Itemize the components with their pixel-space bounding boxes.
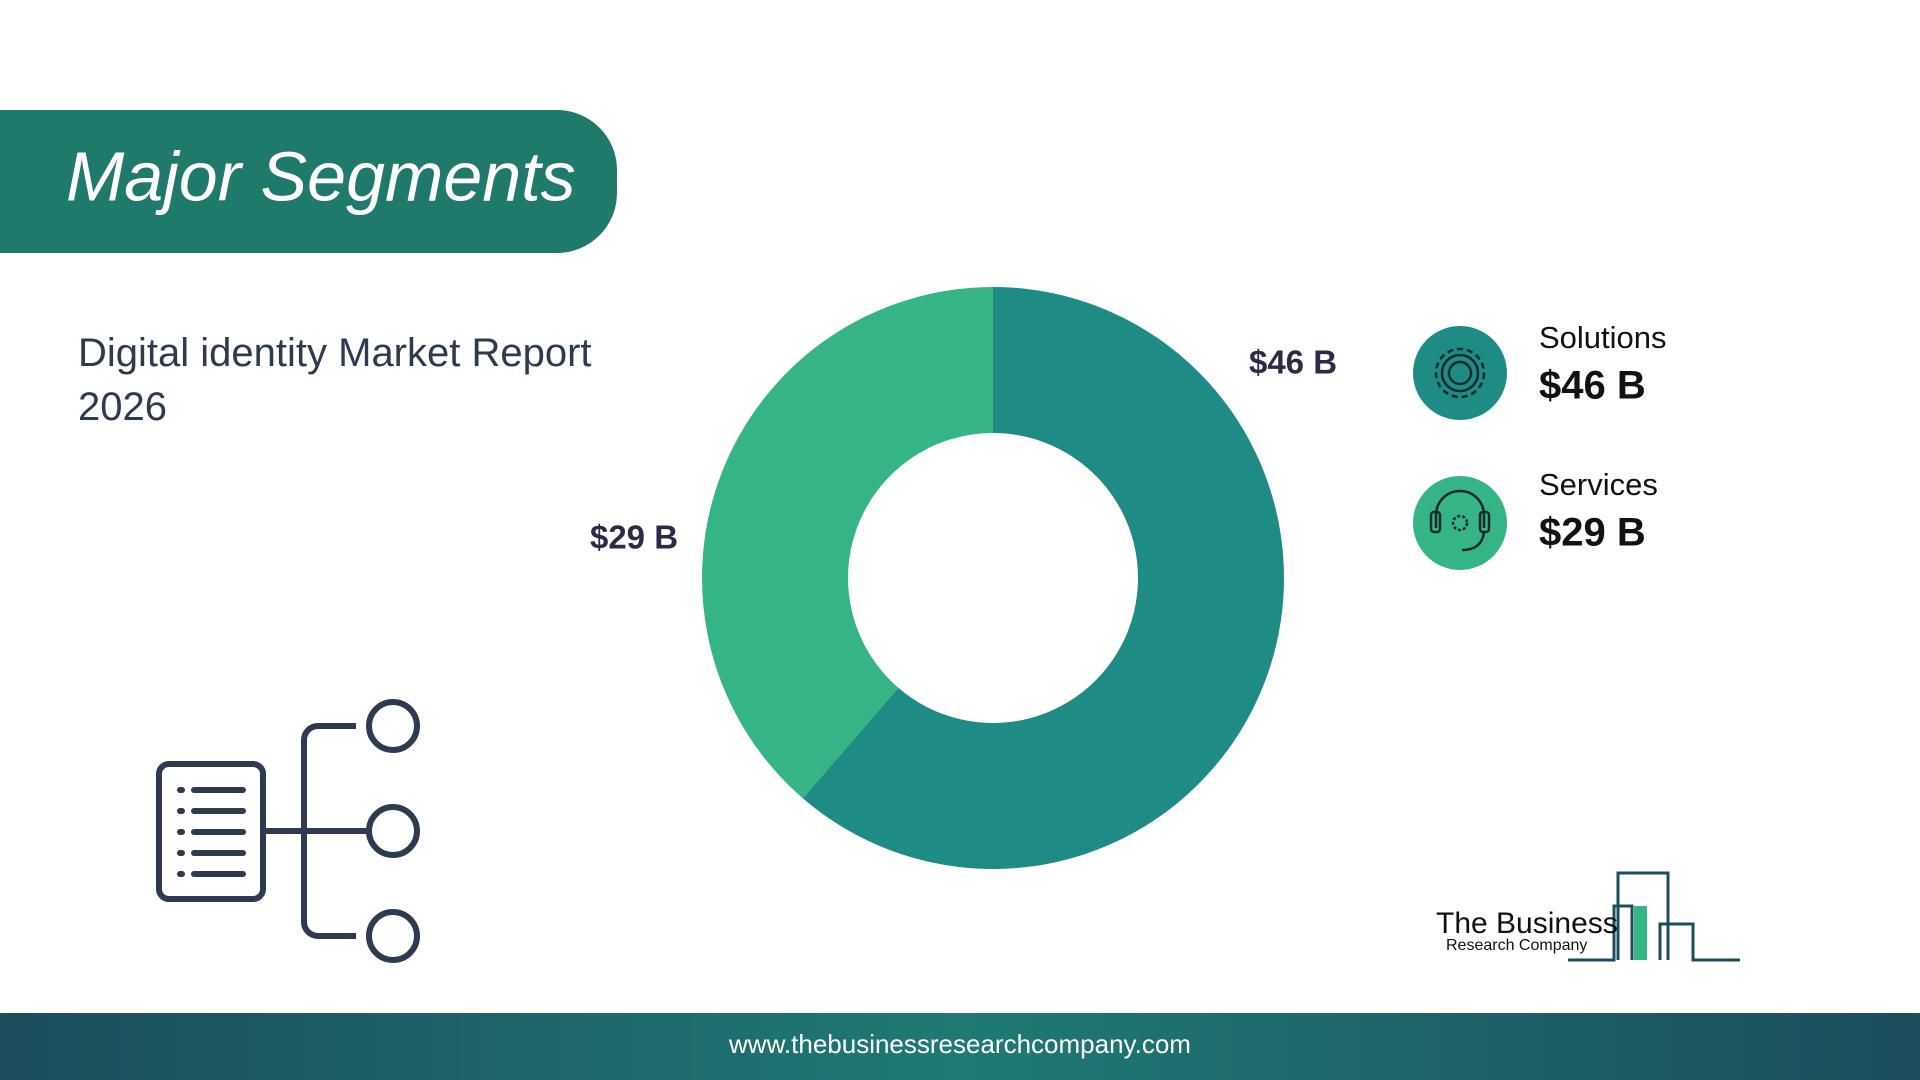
logo: The Business Research Company — [1436, 871, 1740, 962]
footer — [0, 1013, 1920, 1080]
logo-text: Research Company — [1446, 937, 1587, 954]
legend-icon — [1413, 326, 1507, 420]
legend-icon — [1413, 476, 1507, 570]
donut-slice — [802, 287, 1284, 870]
legend-label: Services — [1539, 467, 1658, 502]
data-label: $46 B — [1249, 344, 1337, 381]
legend-label: Solutions — [1539, 320, 1667, 355]
legend-value: $29 B — [1539, 511, 1646, 555]
subtitle: Digital identity Market Report 2026 — [78, 331, 592, 429]
header-band — [0, 110, 617, 253]
segments-icon — [156, 699, 420, 963]
headset-icon — [1429, 489, 1491, 552]
legend-icons — [1413, 326, 1507, 570]
gear-icon — [1434, 347, 1486, 399]
title: Major Segments — [66, 137, 576, 215]
donut-slice — [702, 287, 993, 799]
subtitle-box: Digital identity Market Report 2026 — [78, 331, 592, 429]
footer-url: www.thebusinessresearchcompany.com — [728, 1029, 1191, 1059]
legend-value: $46 B — [1539, 364, 1646, 408]
data-label: $29 B — [590, 519, 678, 556]
donut-chart: $46 B $29 B — [590, 287, 1337, 870]
logo-text: The Business — [1436, 907, 1618, 940]
